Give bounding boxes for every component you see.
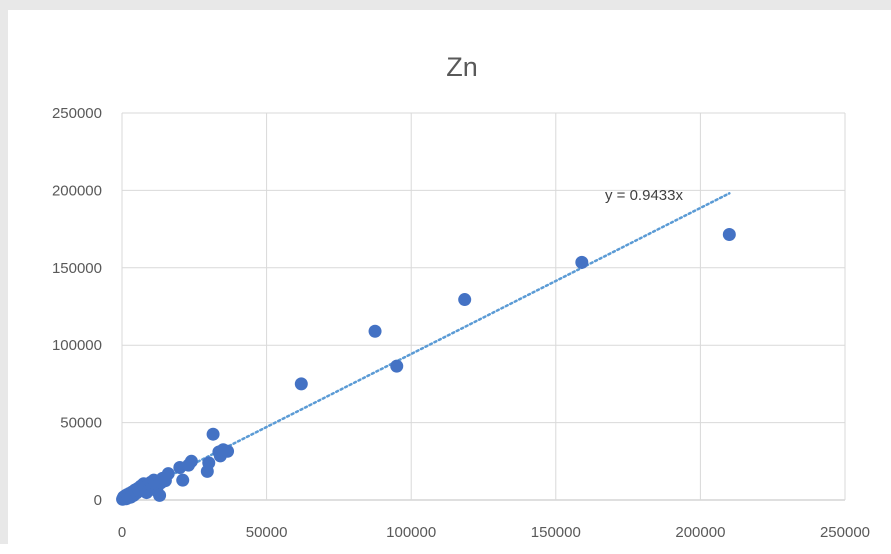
data-point (202, 456, 216, 470)
data-points (116, 228, 736, 506)
trendline-equation: y = 0.9433x (605, 187, 683, 204)
x-tick-label: 100000 (386, 524, 436, 541)
data-point (390, 359, 404, 373)
data-point (722, 228, 736, 242)
x-axis-tick-labels: 0 50000 100000 150000 200000 250000 (118, 524, 870, 541)
data-point (153, 488, 167, 502)
data-point (294, 377, 308, 391)
y-tick-label: 250000 (52, 105, 102, 122)
x-tick-label: 0 (118, 524, 126, 541)
y-tick-label: 0 (94, 492, 102, 509)
y-axis-tick-labels: 0 50000 100000 150000 200000 250000 (52, 105, 102, 509)
data-point (368, 324, 382, 338)
y-tick-label: 200000 (52, 182, 102, 199)
gridlines (121, 112, 846, 501)
x-tick-label: 200000 (675, 524, 725, 541)
y-tick-label: 50000 (60, 415, 102, 432)
y-tick-label: 100000 (52, 337, 102, 354)
data-point (184, 454, 198, 468)
data-point (575, 255, 589, 269)
data-point (161, 467, 175, 481)
data-point (221, 444, 235, 458)
x-tick-label: 150000 (531, 524, 581, 541)
x-tick-label: 250000 (820, 524, 870, 541)
trendline (120, 192, 731, 502)
y-tick-label: 150000 (52, 260, 102, 277)
scatter-chart: Zn 0 50000 100000 150000 200000 250000 0 50000… (52, 52, 870, 541)
data-point (206, 427, 220, 441)
data-point (458, 293, 472, 307)
data-point (176, 473, 190, 487)
x-tick-label: 50000 (246, 524, 288, 541)
chart-title: Zn (446, 52, 478, 82)
